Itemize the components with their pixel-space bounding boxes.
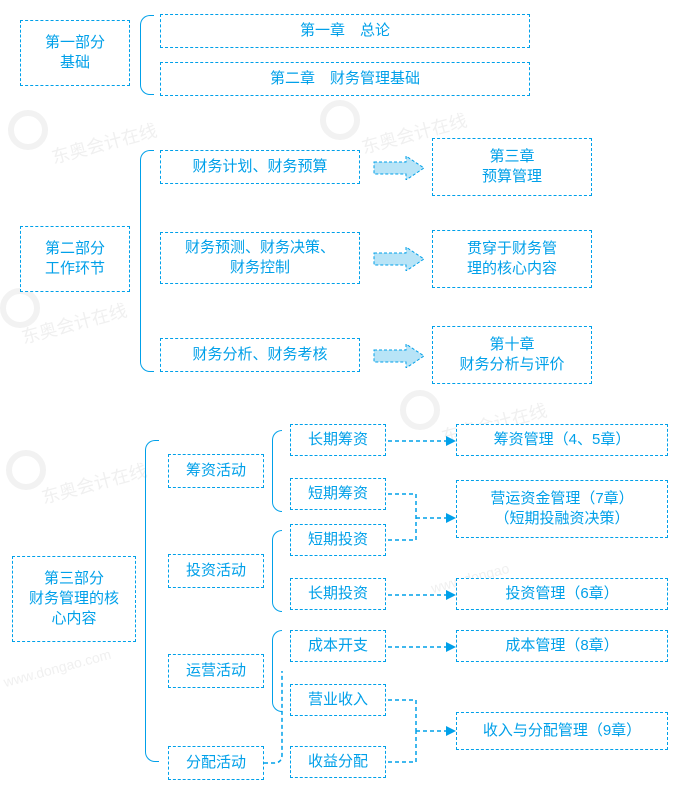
- target-2: 营运资金管理（7章）（短期投融资决策）: [456, 480, 668, 538]
- section2-root: 第二部分工作环节: [20, 226, 130, 292]
- item-2: 短期投资: [290, 524, 386, 556]
- section1-bracket: [140, 15, 154, 95]
- item-4: 成本开支: [290, 630, 386, 662]
- s2-row0-right: 第三章预算管理: [432, 138, 592, 196]
- section3-root: 第三部分财务管理的核心内容: [12, 556, 136, 642]
- item-3: 长期投资: [290, 578, 386, 610]
- section2-root-l1: 第二部分: [45, 240, 105, 257]
- target-3: 投资管理（6章）: [456, 578, 668, 610]
- section1-child-0: 第一章 总论: [160, 14, 530, 48]
- dist-connector: [264, 671, 292, 776]
- activity-0-bracket: [272, 430, 282, 512]
- section1-root-l1: 第一部分: [45, 34, 105, 51]
- arrow-item-3: [388, 588, 458, 606]
- item-0: 长期筹资: [290, 424, 386, 456]
- activity-2: 运营活动: [168, 654, 264, 688]
- watermark: www.dongao.com: [2, 646, 113, 690]
- s2-row1-right: 贯穿于财务管理的核心内容: [432, 230, 592, 288]
- section2-bracket: [140, 150, 154, 372]
- section1-root: 第一部分基础: [20, 20, 130, 86]
- s2-row2-left: 财务分析、财务考核: [160, 338, 360, 372]
- section1-child-1: 第二章 财务管理基础: [160, 62, 530, 96]
- target-0: 筹资管理（4、5章）: [456, 424, 668, 456]
- s2-row0-left: 财务计划、财务预算: [160, 150, 360, 184]
- watermark: 东奥会计在线: [38, 456, 149, 509]
- s2-row2-arrow: [372, 344, 426, 368]
- merge-arrow-56: [388, 694, 458, 775]
- merge-arrow-12: [388, 488, 458, 553]
- item-5: 营业收入: [290, 684, 386, 716]
- section1-root-l2: 基础: [60, 54, 90, 71]
- section3-bracket: [145, 440, 159, 762]
- item-6: 收益分配: [290, 746, 386, 778]
- item-1: 短期筹资: [290, 478, 386, 510]
- activity-0: 筹资活动: [168, 454, 264, 488]
- target-6: 收入与分配管理（9章）: [456, 712, 668, 750]
- s2-row1-arrow: [372, 247, 426, 271]
- target-4: 成本管理（8章）: [456, 630, 668, 662]
- activity-1-bracket: [272, 530, 282, 612]
- arrow-item-4: [388, 640, 458, 658]
- activity-3: 分配活动: [168, 746, 264, 780]
- activity-1: 投资活动: [168, 554, 264, 588]
- s2-row0-arrow: [372, 156, 426, 180]
- section2-root-l2: 工作环节: [45, 260, 105, 277]
- arrow-item-0: [388, 434, 458, 452]
- s2-row1-left: 财务预测、财务决策、财务控制: [160, 232, 360, 284]
- s2-row2-right: 第十章财务分析与评价: [432, 326, 592, 384]
- watermark: 东奥会计在线: [18, 296, 129, 349]
